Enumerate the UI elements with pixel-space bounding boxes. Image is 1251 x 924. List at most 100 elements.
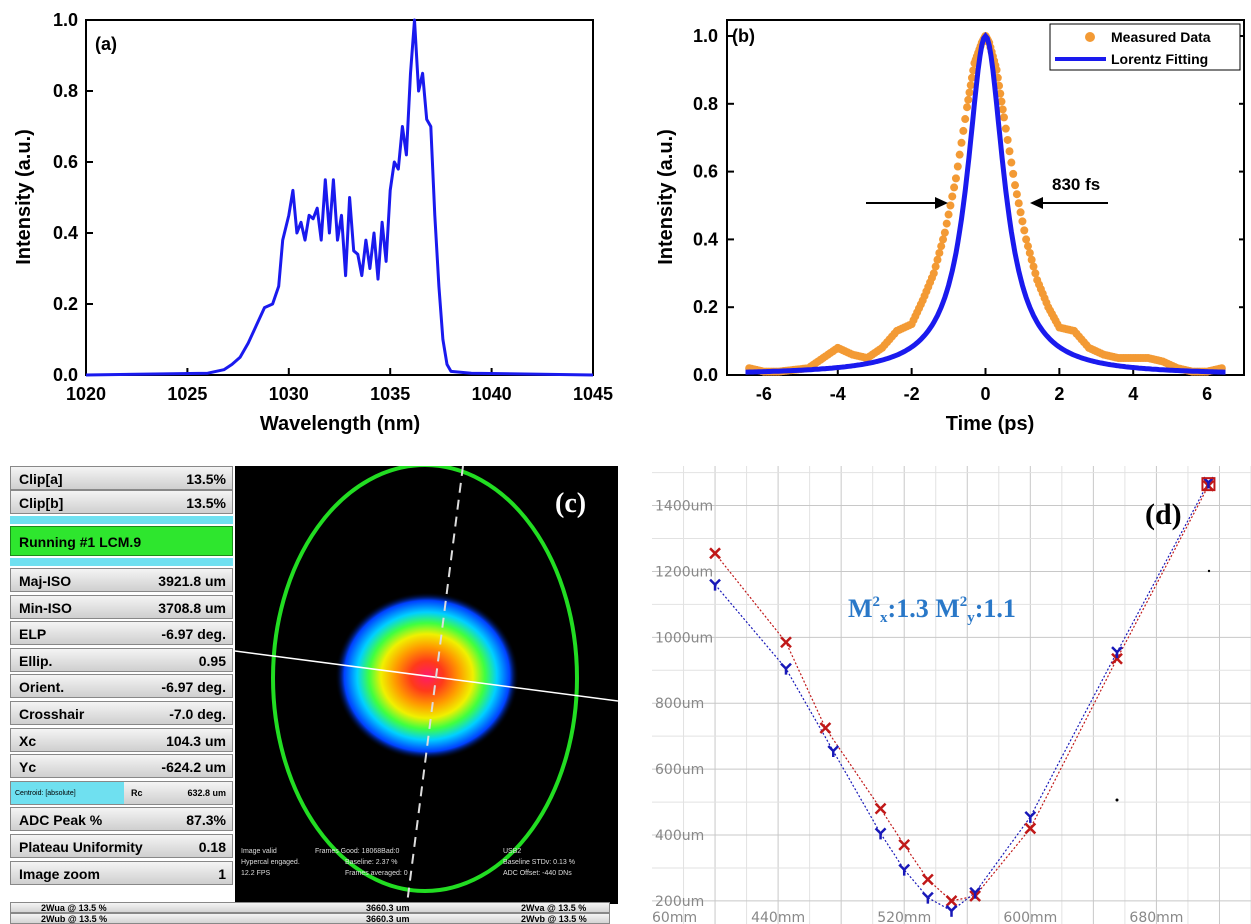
metric-label: Maj-ISO <box>19 573 72 589</box>
metric-label: Clip[b] <box>19 495 64 511</box>
metric-value: -624.2 um <box>161 759 226 776</box>
legend-box <box>1049 23 1241 71</box>
measured-data-point <box>1031 269 1040 278</box>
metric-value: 3921.8 um <box>158 573 226 589</box>
metric-value: -6.97 deg. <box>161 679 226 696</box>
y-tick-label: 0.2 <box>53 294 78 314</box>
x-tick-label: 2 <box>1054 384 1064 404</box>
chart-b-frame <box>726 19 1245 376</box>
metric-row: Clip[b] 13.5% <box>10 490 233 514</box>
last-point-box <box>1201 477 1216 492</box>
centroid-row: Centroid: [absolute] Rc 632.8 um <box>10 780 233 805</box>
measured-data-point <box>933 255 942 264</box>
status-text: Frames averaged: 0 <box>345 870 408 877</box>
running-status-bar[interactable]: Running #1 LCM.9 <box>10 526 233 556</box>
y-axis-measurement-marker <box>945 904 958 917</box>
y-axis-measurement-marker <box>827 745 840 758</box>
y-tick-label: 200um <box>655 894 704 910</box>
y-tick-label: 0.2 <box>693 297 718 317</box>
metric-label: ADC Peak % <box>19 812 103 829</box>
legend-label-measured: Measured Data <box>1111 29 1211 45</box>
chart-a: (a) 1020 1025 1030 1035 1040 1045 0.0 0.2 0.4 0.6… <box>13 10 613 435</box>
fwhm-arrowhead-left <box>935 197 948 209</box>
y-tick-label: 0.4 <box>53 223 78 243</box>
status-text: 12.2 FPS <box>241 870 271 877</box>
rc-label: Rc <box>131 787 143 798</box>
metric-row: Image zoom 1 <box>10 860 233 885</box>
metric-value: 1 <box>218 865 226 882</box>
measured-data-point <box>1027 255 1036 264</box>
measured-data-point <box>948 192 957 201</box>
rc-value: 632.8 um <box>187 787 226 798</box>
chart-a-panel-label: (a) <box>95 34 117 54</box>
centroid-mode-selector[interactable]: Centroid: [absolute] <box>11 781 124 804</box>
metric-row: Orient. -6.97 deg. <box>10 674 233 699</box>
y-tick-label: 0.8 <box>693 94 718 114</box>
x-tick-label: 0 <box>980 384 990 404</box>
x-axis-measurement-marker <box>1024 822 1037 835</box>
legend-marker-measured <box>1085 32 1095 42</box>
y-tick-label: 800um <box>655 696 704 712</box>
running-status-label: Running #1 LCM.9 <box>19 534 142 550</box>
x-tick-label: 680mm <box>1129 910 1183 924</box>
measured-data-point <box>1003 135 1012 144</box>
status-text: USB2 <box>503 848 522 855</box>
y-tick-label: 0.0 <box>693 365 718 385</box>
legend-label-fit: Lorentz Fitting <box>1111 51 1208 67</box>
measured-data-point <box>1014 199 1023 208</box>
metric-value: 3708.8 um <box>158 599 226 616</box>
metric-row: Plateau Uniformity 0.18 <box>10 834 233 858</box>
x-axis-measurement-marker <box>819 722 832 734</box>
y-tick-label: 1400um <box>655 499 713 515</box>
metric-row: Xc 104.3 um <box>10 727 233 752</box>
x-axis-measurement-marker <box>709 547 721 560</box>
measured-data-point <box>1025 248 1034 257</box>
metric-label: Orient. <box>19 679 65 696</box>
beam-image-viewport[interactable]: (c) Image valid Hypercal engaged. 12.2 F… <box>235 466 618 904</box>
y-tick-label: 0.4 <box>693 229 718 249</box>
y-axis-measurement-marker <box>921 891 934 904</box>
measured-data-point <box>999 113 1008 122</box>
metric-value: 0.18 <box>198 839 226 855</box>
metric-label: Clip[a] <box>19 471 63 487</box>
x-tick-label: 1045 <box>573 384 613 404</box>
metric-label: Xc <box>19 732 37 749</box>
measured-data-point <box>996 89 1005 98</box>
width-label-v: 2Wva @ 13.5 % <box>521 903 587 913</box>
measured-data-point <box>965 88 974 97</box>
chart-b-panel-label: (b) <box>732 26 755 46</box>
metric-value: 104.3 um <box>166 732 226 749</box>
chart-b: (b) -6 -4 -2 0 2 4 60.00.20.40.60.81.0 830 fs … <box>655 19 1245 435</box>
measured-data-point <box>1020 226 1029 235</box>
x-tick-label: 1040 <box>472 384 512 404</box>
measured-data-point <box>966 81 975 90</box>
measured-data-point <box>955 150 964 159</box>
metric-row: Ellip. 0.95 <box>10 647 233 672</box>
chart-b-lorentz-fit-line <box>745 31 1226 375</box>
measured-data-point <box>950 183 959 192</box>
separator-bar <box>10 558 233 566</box>
y-axis-measurement-marker <box>1024 811 1037 823</box>
measured-data-point <box>1001 124 1010 133</box>
measured-data-point <box>1016 208 1025 217</box>
width-label-u: 2Wub @ 13.5 % <box>41 914 108 924</box>
measured-data-point <box>940 228 949 237</box>
chart-a-series-line <box>85 18 594 377</box>
measured-data-point <box>969 66 978 75</box>
fwhm-arrowhead-right <box>1030 197 1043 209</box>
status-text: Image valid <box>241 848 277 855</box>
x-tick-label: 1025 <box>167 384 207 404</box>
status-text: Baseline: 2.37 % <box>345 859 398 866</box>
x-tick-label: -6 <box>756 384 772 404</box>
status-text: ADC Offset: -440 DNs <box>503 870 572 877</box>
chart-c-panel-label: (c) <box>555 488 587 519</box>
metric-row: ELP -6.97 deg. <box>10 621 233 646</box>
measured-data-point <box>967 73 976 82</box>
measured-data-point <box>997 97 1006 106</box>
y-tick-label: 1.0 <box>53 10 78 30</box>
metric-row: Crosshair -7.0 deg. <box>10 701 233 725</box>
measured-data-point <box>998 105 1007 114</box>
metric-row: ADC Peak % 87.3% <box>10 807 233 832</box>
width-row-a: 2Wua @ 13.5 % 3660.3 um 2Wva @ 13.5 % <box>10 902 610 913</box>
